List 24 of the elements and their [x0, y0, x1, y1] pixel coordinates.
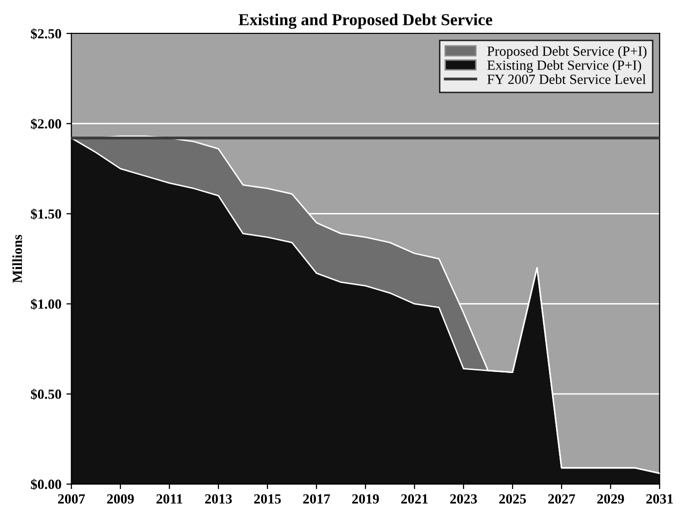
y-tick-label: $0.50: [30, 388, 62, 400]
y-tick-label: $1.50: [30, 208, 62, 220]
x-tick-label: 2031: [646, 494, 673, 504]
y-tick-label: $1.00: [30, 298, 62, 310]
x-tick-label: 2011: [156, 494, 182, 504]
x-tick-label: 2025: [499, 494, 526, 504]
x-tick-label: 2017: [303, 494, 330, 504]
legend-label: Proposed Debt Service (P+I): [487, 46, 646, 59]
x-tick-label: 2015: [254, 494, 281, 504]
x-tick-label: 2023: [450, 494, 477, 504]
y-tick-label: $2.00: [30, 118, 62, 130]
legend-label: Existing Debt Service (P+I): [487, 60, 642, 73]
y-axis-title: Millions: [12, 234, 22, 283]
x-tick-label: 2009: [107, 494, 134, 504]
y-tick-label: $0.00: [30, 478, 62, 490]
x-tick-label: 2021: [401, 494, 428, 504]
chart-title: Existing and Proposed Debt Service: [238, 14, 492, 29]
x-tick-label: 2027: [548, 494, 576, 504]
x-tick-label: 2029: [597, 494, 624, 504]
x-tick-label: 2019: [352, 494, 379, 504]
x-tick-label: 2013: [205, 494, 232, 504]
y-tick-label: $2.50: [30, 28, 62, 40]
x-tick-label: 2007: [58, 494, 85, 504]
legend-label: FY 2007 Debt Service Level: [487, 74, 646, 84]
